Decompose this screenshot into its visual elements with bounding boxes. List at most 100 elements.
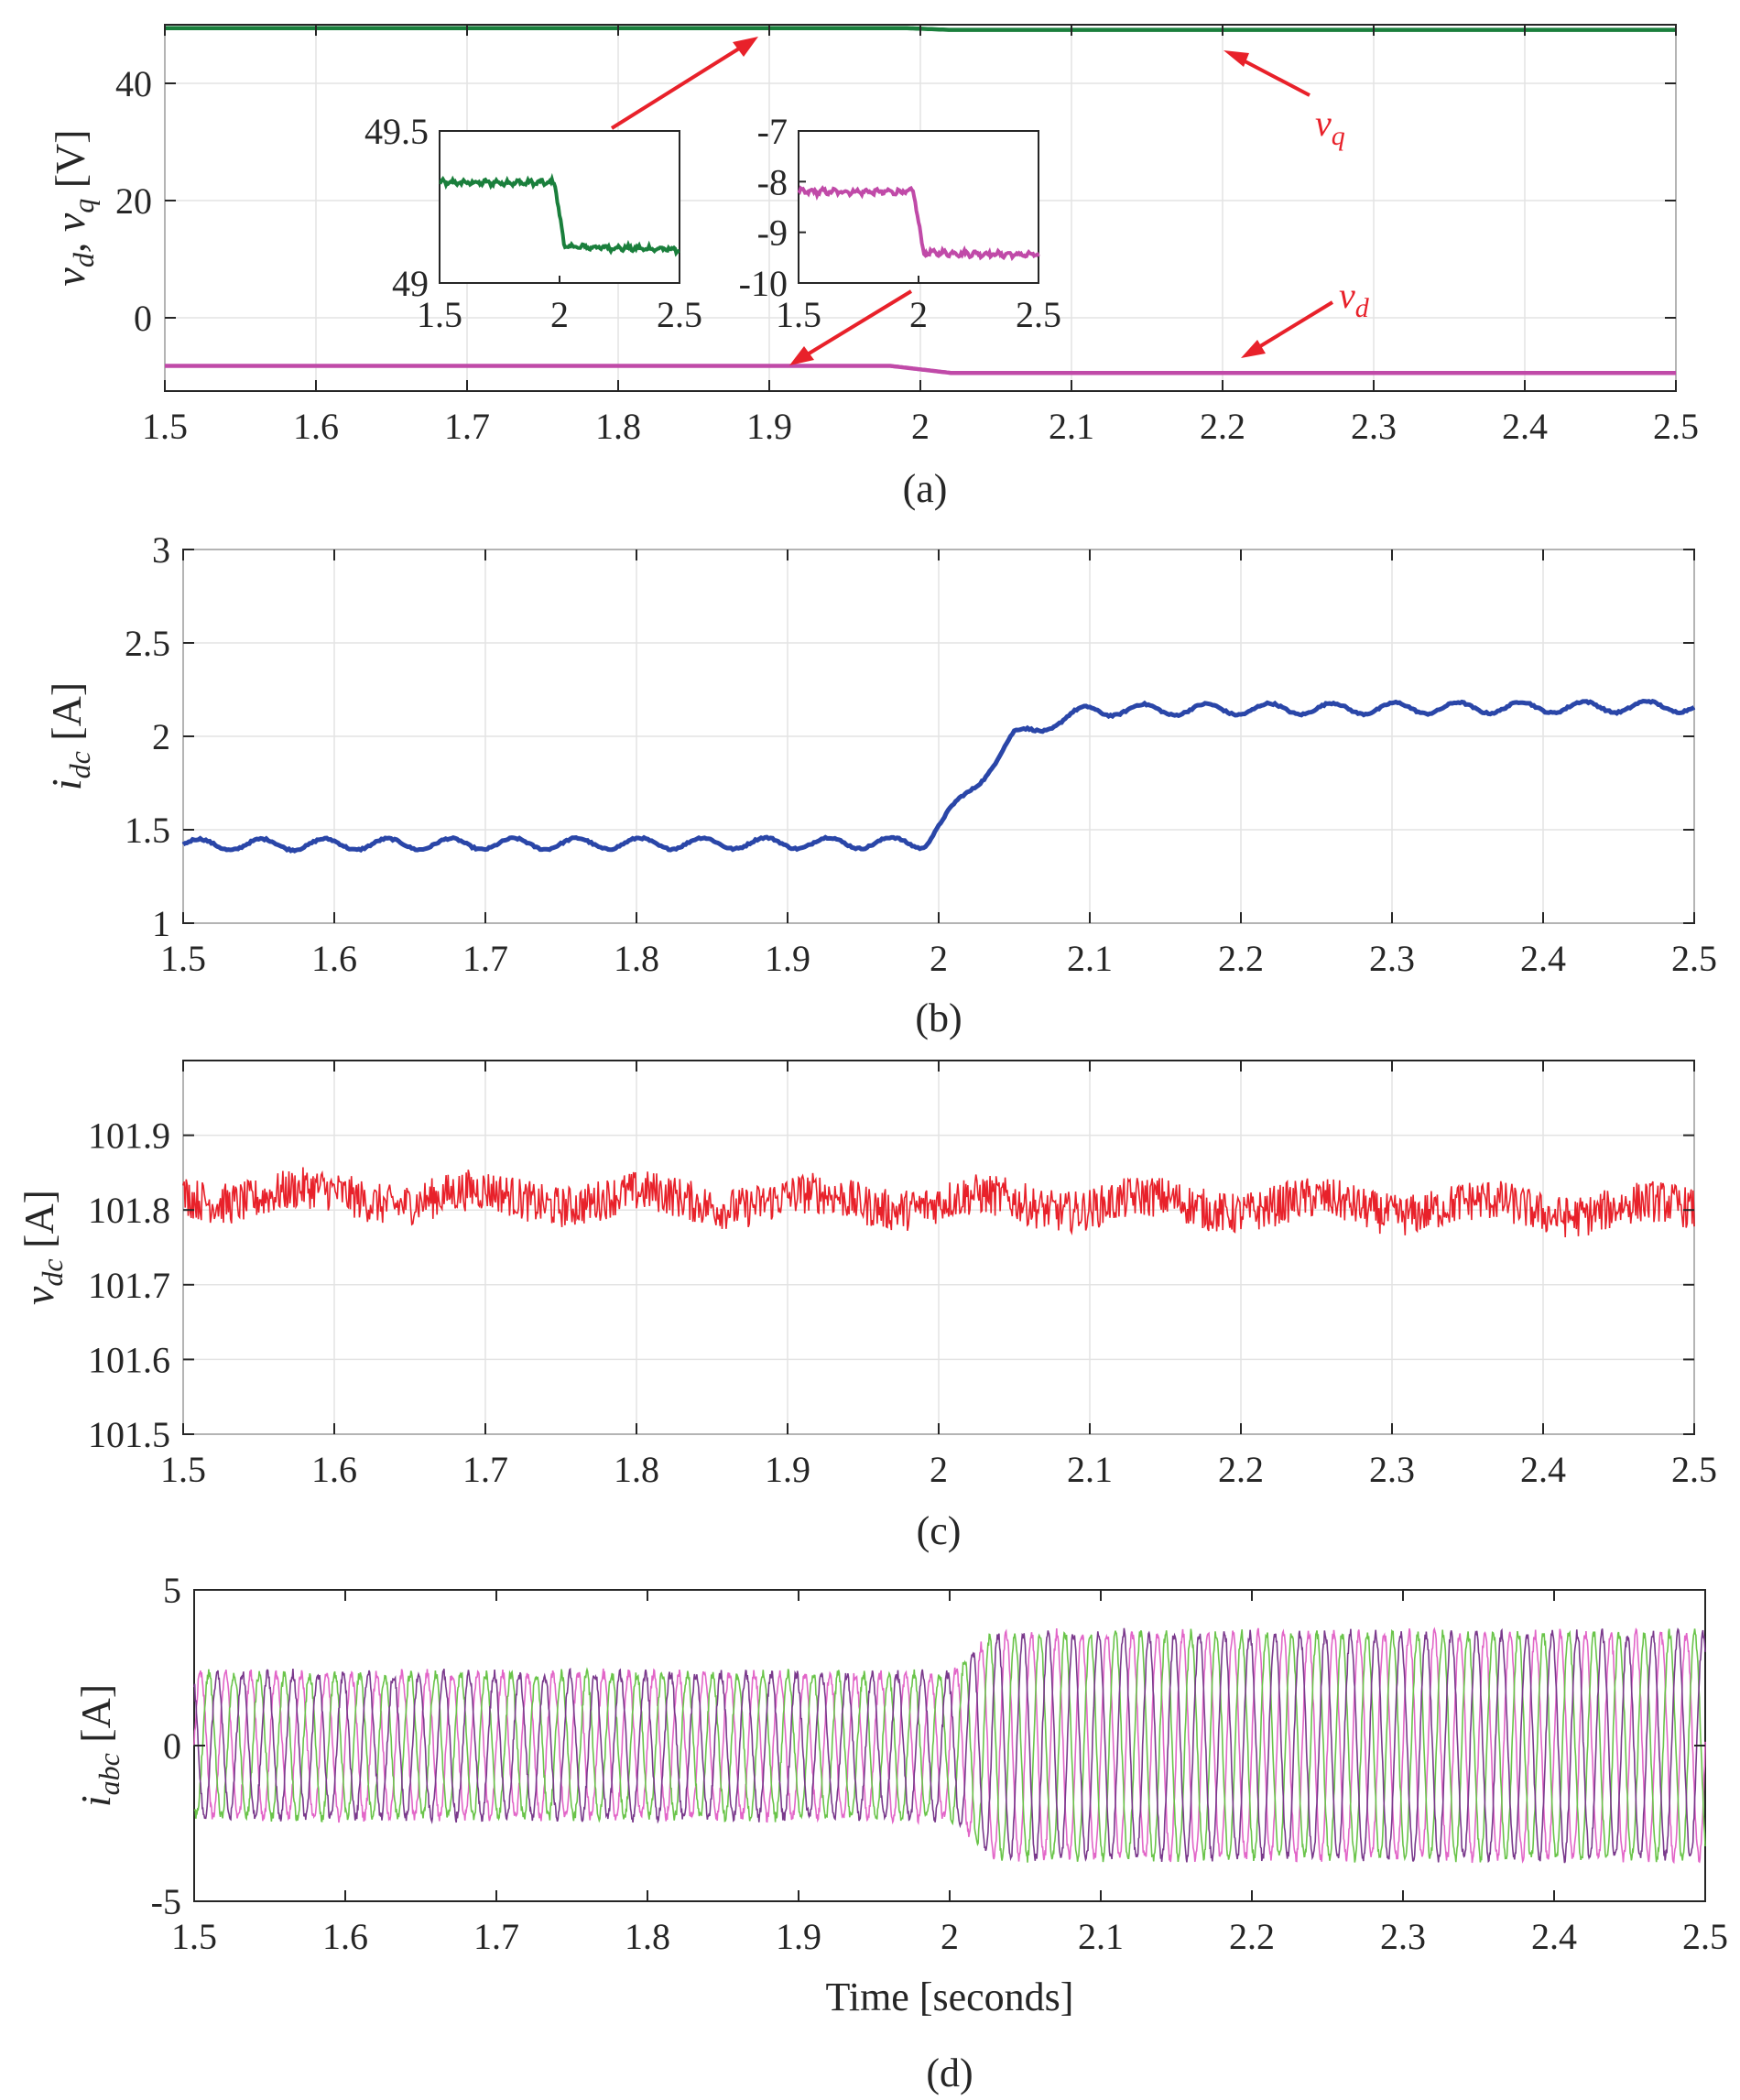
series-group-c bbox=[182, 1167, 1695, 1238]
panel-a-vdq: 1.5 1.6 1.7 1.8 1.9 2 2.1 2.2 2.3 2.4 2.5 0 20 40 vd… bbox=[47, 24, 1699, 511]
x-tick-label: 1.8 bbox=[614, 938, 659, 979]
x-tick-label: 1.6 bbox=[311, 938, 357, 979]
x-tick-label: 1.8 bbox=[595, 406, 641, 447]
x-tick-label: 2.2 bbox=[1200, 406, 1245, 447]
y-tick-label: 2 bbox=[152, 716, 170, 757]
y-tick-label: 0 bbox=[163, 1725, 181, 1767]
x-tick-label: 2.3 bbox=[1351, 406, 1397, 447]
x-tick-label: 1.7 bbox=[462, 1449, 508, 1490]
x-tick-label: 2.4 bbox=[1502, 406, 1548, 447]
y-tick-label: 20 bbox=[115, 180, 152, 222]
arrow-inset1-to-vq bbox=[610, 42, 748, 130]
arrowhead-inset1 bbox=[733, 37, 758, 57]
y-tick-label: 101.8 bbox=[88, 1190, 170, 1231]
x-tick-label: 1.6 bbox=[322, 1916, 368, 1957]
series-i_dc bbox=[181, 698, 1696, 854]
y-tick-label: 1 bbox=[152, 903, 170, 944]
x-tick-label: 2.2 bbox=[1218, 938, 1264, 979]
inset-x-tick-label: 2 bbox=[909, 294, 928, 335]
y-tick-label: 5 bbox=[163, 1570, 181, 1611]
x-tick-label: 1.6 bbox=[293, 406, 339, 447]
x-tick-label: 2.1 bbox=[1067, 1449, 1113, 1490]
inset-y-tick-label: 49 bbox=[392, 263, 429, 304]
inset-series-vd-zoom bbox=[797, 185, 1040, 262]
inset-y-tick-label: -10 bbox=[739, 263, 788, 304]
y-tick-label: -5 bbox=[151, 1881, 181, 1922]
series-v_d bbox=[165, 364, 1676, 375]
inset-vq-zoom: 1.5 2 2.5 49 49.5 bbox=[364, 111, 702, 335]
x-tick-label: 2.3 bbox=[1380, 1916, 1426, 1957]
x-tick-label: 1.6 bbox=[311, 1449, 357, 1490]
x-tick-label: 1.9 bbox=[765, 938, 810, 979]
x-tick-label: 2 bbox=[941, 1916, 959, 1957]
y-tick-label: 101.6 bbox=[88, 1339, 170, 1380]
arrow-label-vd bbox=[1251, 300, 1334, 353]
x-tick-label: 2.1 bbox=[1049, 406, 1094, 447]
x-tick-label: 2.4 bbox=[1520, 938, 1566, 979]
x-tick-label: 2.4 bbox=[1520, 1449, 1566, 1490]
x-tick-label: 1.7 bbox=[462, 938, 508, 979]
inset-y-tick-label: -7 bbox=[757, 111, 788, 152]
inset-vd-zoom: 1.5 2 2.5 -10 -9 -8 -7 bbox=[739, 111, 1061, 335]
x-tick-label: 1.7 bbox=[444, 406, 490, 447]
panel-d-iabc: 1.5 1.6 1.7 1.8 1.9 2 2.1 2.2 2.3 2.4 2.5 -5 0 5 iab… bbox=[72, 1570, 1728, 2095]
y-tick-labels-d: -5 0 5 bbox=[151, 1570, 1705, 1922]
x-tick-label: 1.8 bbox=[625, 1916, 670, 1957]
x-tick-label: 2.5 bbox=[1671, 1449, 1717, 1490]
y-axis-label-c: vdc [A] bbox=[16, 1190, 69, 1305]
inset-y-tick-label: -9 bbox=[757, 212, 788, 254]
x-tick-labels-b: 1.5 1.6 1.7 1.8 1.9 2 2.1 2.2 2.3 2.4 2.5 bbox=[160, 549, 1717, 979]
x-axis-label-d: Time [seconds] bbox=[826, 1975, 1074, 2019]
x-tick-label: 1.9 bbox=[746, 406, 792, 447]
series-i_c bbox=[193, 1627, 1706, 1864]
y-axis-label-a: vd, vq [V] bbox=[47, 129, 100, 286]
y-axis-label-b: idc [A] bbox=[43, 682, 96, 790]
y-tick-label: 101.5 bbox=[88, 1414, 170, 1455]
inset-x-tick-label: 2.5 bbox=[1016, 294, 1061, 335]
x-tick-label: 1.5 bbox=[171, 1916, 217, 1957]
x-tick-label: 2.1 bbox=[1067, 938, 1113, 979]
x-tick-label: 2.1 bbox=[1078, 1916, 1124, 1957]
arrowhead-inset2 bbox=[789, 346, 814, 365]
y-tick-label: 101.9 bbox=[88, 1115, 170, 1157]
y-tick-label: 1.5 bbox=[125, 810, 170, 851]
x-tick-labels-c: 1.5 1.6 1.7 1.8 1.9 2 2.1 2.2 2.3 2.4 2.5 bbox=[160, 1061, 1717, 1490]
x-tick-label: 1.5 bbox=[160, 1449, 206, 1490]
inset-x-tick-label: 2.5 bbox=[657, 294, 702, 335]
caption-d: (d) bbox=[926, 2051, 973, 2095]
x-tick-label: 2.5 bbox=[1682, 1916, 1728, 1957]
x-tick-label: 1.9 bbox=[765, 1449, 810, 1490]
inset-x-tick-label: 2 bbox=[550, 294, 569, 335]
y-tick-labels-a: 0 20 40 bbox=[115, 63, 1676, 339]
x-tick-label: 2.2 bbox=[1218, 1449, 1264, 1490]
x-tick-labels-a: 1.5 1.6 1.7 1.8 1.9 2 2.1 2.2 2.3 2.4 2.5 bbox=[142, 25, 1699, 447]
y-tick-label: 2.5 bbox=[125, 623, 170, 664]
x-tick-label: 1.7 bbox=[473, 1916, 519, 1957]
y-tick-labels-b: 1 1.5 2 2.5 3 bbox=[125, 529, 1694, 944]
y-tick-label: 40 bbox=[115, 63, 152, 104]
series-v_dc bbox=[182, 1167, 1695, 1238]
panel-c-vdc: 1.5 1.6 1.7 1.8 1.9 2 2.1 2.2 2.3 2.4 2.5 101.5101… bbox=[16, 1060, 1717, 1553]
panel-b-idc: 1.5 1.6 1.7 1.8 1.9 2 2.1 2.2 2.3 2.4 2.5 11.522.5… bbox=[43, 529, 1717, 1040]
x-tick-label: 2.5 bbox=[1653, 406, 1699, 447]
series-group-d bbox=[193, 1627, 1706, 1865]
x-tick-label: 2.5 bbox=[1671, 938, 1717, 979]
caption-a: (a) bbox=[903, 466, 948, 511]
arrowhead-vq bbox=[1223, 50, 1249, 67]
caption-b: (b) bbox=[915, 996, 962, 1040]
x-tick-label: 2.4 bbox=[1531, 1916, 1577, 1957]
series-group-b bbox=[181, 698, 1696, 854]
x-tick-label: 1.5 bbox=[160, 938, 206, 979]
inset-y-tick-label: 49.5 bbox=[364, 111, 429, 152]
inset-x-tick-label: 1.5 bbox=[417, 294, 462, 335]
y-axis-label-d: iabc [A] bbox=[72, 1684, 125, 1807]
series-i_b bbox=[193, 1628, 1706, 1863]
arrow-label-vq bbox=[1235, 55, 1310, 97]
x-tick-label: 1.5 bbox=[142, 406, 188, 447]
x-tick-label: 2 bbox=[930, 938, 948, 979]
y-tick-label: 101.7 bbox=[88, 1265, 170, 1306]
arrow-inset2-to-vd bbox=[799, 289, 913, 360]
x-tick-label: 2 bbox=[911, 406, 930, 447]
inset-x-tick-label: 1.5 bbox=[776, 294, 821, 335]
